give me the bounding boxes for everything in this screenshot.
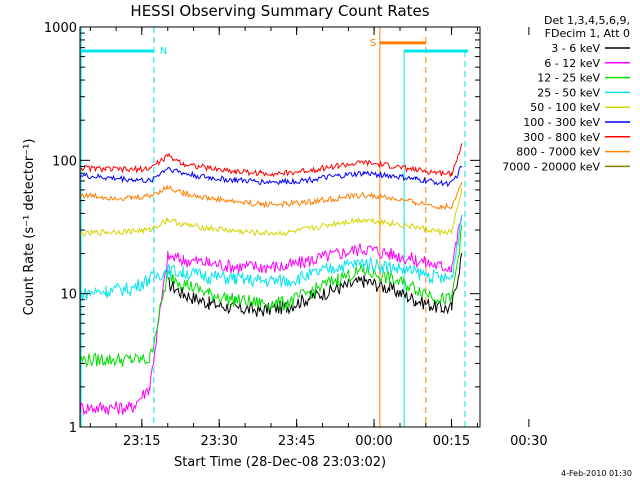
generation-timestamp: 4-Feb-2010 01:30 (561, 469, 632, 478)
x-tick-label: 00:15 (433, 434, 470, 449)
plot-frame (79, 26, 481, 428)
x-tick-label: 23:45 (278, 434, 315, 449)
flag-label-saa: S (370, 38, 376, 49)
y-tick-label: 1000 (44, 21, 77, 36)
y-tick-label: 1 (69, 421, 77, 436)
y-axis-label: Count Rate (s⁻¹ detector⁻¹) (22, 139, 37, 316)
axes: 1 10 100 1000 23:15 23:30 23:45 00:00 00:15 00:30 (44, 21, 548, 449)
series-line (79, 165, 463, 188)
x-tick-label: 00:00 (355, 434, 392, 449)
legend-entry-label: 3 - 6 keV (551, 42, 600, 55)
x-axis-label: Start Time (28-Dec-08 23:03:02) (174, 455, 386, 470)
legend-header-line-1: Det 1,3,4,5,6,9, (544, 14, 630, 27)
series-line (79, 187, 463, 238)
series-line (79, 143, 463, 178)
series-line (167, 252, 463, 317)
legend-entry-label: 25 - 50 keV (537, 86, 600, 99)
y-tick-label: 100 (52, 154, 77, 169)
legend-entry-label: 50 - 100 keV (530, 101, 600, 114)
legend-entry-label: 800 - 7000 keV (516, 146, 600, 159)
legend-entry-label: 100 - 300 keV (523, 116, 600, 129)
legend: Det 1,3,4,5,6,9, FDecim 1, Att 0 3 - 6 k… (502, 14, 630, 173)
legend-header-line-2: FDecim 1, Att 0 (545, 27, 630, 40)
series-line (79, 224, 463, 368)
x-tick-label: 00:30 (510, 434, 547, 449)
legend-entry-label: 300 - 800 keV (523, 131, 600, 144)
legend-entry-label: 12 - 25 keV (537, 72, 600, 85)
flag-label-night: N (160, 46, 167, 57)
series-line (79, 181, 463, 211)
x-tick-label: 23:15 (123, 434, 160, 449)
chart-title: HESSI Observing Summary Count Rates (130, 2, 429, 20)
series-line (79, 214, 463, 301)
series-line (79, 214, 463, 416)
legend-entry-label: 6 - 12 keV (544, 57, 600, 70)
x-tick-label: 23:30 (200, 434, 237, 449)
y-tick-label: 10 (60, 288, 77, 303)
legend-entry-label: 7000 - 20000 keV (502, 160, 600, 173)
plot-area: NS (79, 27, 468, 427)
